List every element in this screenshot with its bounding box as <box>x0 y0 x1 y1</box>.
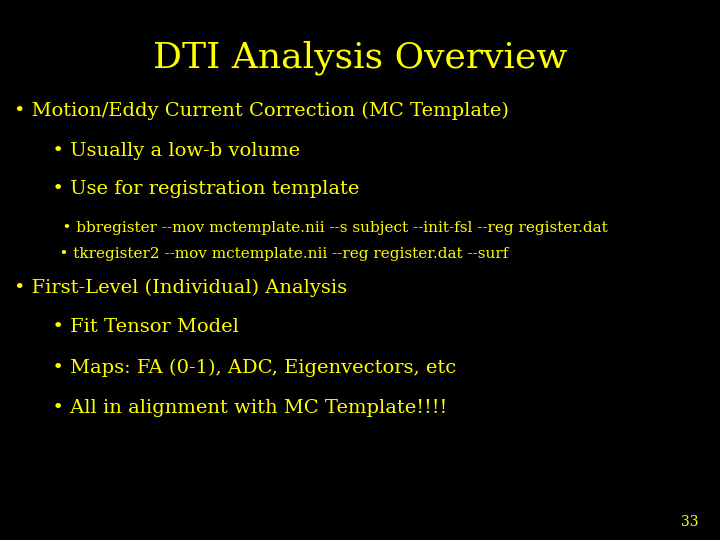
Text: • First-Level (Individual) Analysis: • First-Level (Individual) Analysis <box>14 279 348 297</box>
Text: • tkregister2 --mov mctemplate.nii --reg register.dat --surf: • tkregister2 --mov mctemplate.nii --reg… <box>40 247 508 261</box>
Text: • Maps: FA (0-1), ADC, Eigenvectors, etc: • Maps: FA (0-1), ADC, Eigenvectors, etc <box>40 359 456 377</box>
Text: • bbregister --mov mctemplate.nii --s subject --init-fsl --reg register.dat: • bbregister --mov mctemplate.nii --s su… <box>43 221 608 235</box>
Text: 33: 33 <box>681 515 698 529</box>
Text: • Fit Tensor Model: • Fit Tensor Model <box>40 318 238 336</box>
Text: • Usually a low-b volume: • Usually a low-b volume <box>40 142 300 160</box>
Text: DTI Analysis Overview: DTI Analysis Overview <box>153 40 567 75</box>
Text: • All in alignment with MC Template!!!!: • All in alignment with MC Template!!!! <box>40 399 447 417</box>
Text: • Motion/Eddy Current Correction (MC Template): • Motion/Eddy Current Correction (MC Tem… <box>14 102 509 120</box>
Text: • Use for registration template: • Use for registration template <box>40 180 359 198</box>
